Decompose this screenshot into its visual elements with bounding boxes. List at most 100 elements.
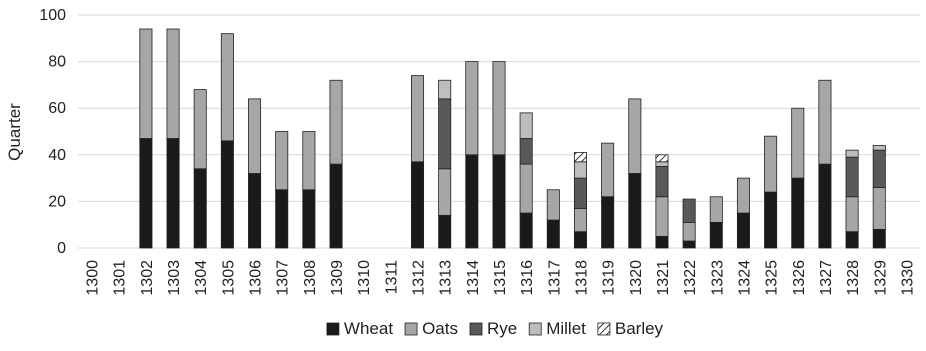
bar-wheat-1314: [465, 154, 479, 249]
legend-label-barley: Barley: [615, 319, 664, 338]
x-tick-label: 1307: [275, 260, 292, 296]
y-axis-ticks: 0 20 40 60 80 100: [39, 7, 66, 257]
bar-oats-1329: [872, 187, 886, 230]
bar-oats-1322: [682, 221, 696, 242]
bar-millet-1313: [438, 79, 452, 100]
bar-wheat-1328: [845, 231, 859, 249]
bar-oats-1320: [628, 98, 642, 174]
bar-wheat-1326: [791, 177, 805, 249]
x-tick-label: 1317: [546, 260, 563, 296]
bar-oats-1307: [275, 131, 289, 191]
x-tick-label: 1304: [193, 260, 210, 296]
bar-rye-1316: [519, 138, 533, 165]
legend-label-rye: Rye: [487, 319, 517, 338]
legend-swatch-oats: [404, 322, 418, 336]
x-tick-label: 1323: [709, 260, 726, 296]
bar-wheat-1316: [519, 212, 533, 249]
x-tick-label: 1326: [791, 260, 808, 296]
x-tick-label: 1316: [519, 260, 536, 296]
bar-wheat-1329: [872, 228, 886, 249]
bar-oats-1319: [601, 142, 615, 198]
bar-barley-1321: [655, 154, 669, 163]
bar-oats-1327: [818, 79, 832, 165]
x-tick-label: 1302: [139, 260, 156, 296]
bar-rye-1329: [872, 149, 886, 188]
x-tick-label: 1311: [383, 260, 400, 295]
bar-oats-1306: [248, 98, 262, 174]
y-tick-label: 40: [48, 147, 66, 164]
legend-swatch-millet: [528, 322, 542, 336]
bar-oats-1315: [492, 61, 506, 156]
bar-oats-1316: [519, 163, 533, 214]
bar-oats-1313: [438, 168, 452, 216]
legend-swatch-rye: [469, 322, 483, 336]
x-tick-label: 1318: [573, 260, 590, 296]
bar-rye-1318: [573, 177, 587, 209]
bar-wheat-1308: [302, 189, 316, 249]
bar-millet-1329: [872, 145, 886, 151]
y-tick-label: 0: [57, 240, 66, 257]
bar-barley-1318: [573, 152, 587, 163]
bar-oats-1323: [709, 196, 723, 223]
x-tick-label: 1330: [899, 260, 916, 296]
bar-oats-1317: [546, 189, 560, 221]
y-axis-title: Quarter: [5, 103, 24, 161]
bar-oats-1328: [845, 196, 859, 233]
y-tick-label: 100: [39, 7, 66, 24]
bar-wheat-1313: [438, 214, 452, 249]
bar-wheat-1322: [682, 240, 696, 249]
x-tick-label: 1329: [872, 260, 889, 296]
bar-wheat-1304: [193, 168, 207, 249]
bar-wheat-1306: [248, 173, 262, 249]
bar-rye-1313: [438, 98, 452, 170]
bar-millet-1316: [519, 112, 533, 139]
x-tick-label: 1314: [465, 260, 482, 296]
bar-oats-1304: [193, 89, 207, 170]
bars: [139, 28, 886, 249]
x-tick-label: 1328: [845, 260, 862, 296]
bar-wheat-1315: [492, 154, 506, 249]
bar-oats-1302: [139, 28, 153, 139]
bar-wheat-1321: [655, 235, 669, 249]
x-tick-label: 1308: [302, 260, 319, 296]
bar-wheat-1307: [275, 189, 289, 249]
bar-oats-1312: [410, 75, 425, 163]
bar-oats-1325: [764, 135, 778, 193]
bar-oats-1308: [302, 131, 316, 191]
bar-wheat-1323: [709, 221, 723, 249]
bar-wheat-1302: [139, 138, 153, 249]
bar-millet-1321: [655, 161, 669, 167]
bar-wheat-1318: [573, 231, 587, 249]
bar-wheat-1305: [220, 140, 234, 249]
x-tick-label: 1315: [492, 260, 509, 296]
x-tick-label: 1324: [736, 260, 753, 296]
x-tick-label: 1327: [818, 260, 835, 296]
bar-oats-1326: [791, 107, 805, 179]
bar-wheat-1319: [601, 196, 615, 249]
x-tick-label: 1312: [411, 260, 428, 296]
x-tick-label: 1309: [329, 260, 346, 296]
bar-millet-1318: [573, 161, 587, 179]
bar-oats-1324: [736, 177, 750, 214]
bar-wheat-1317: [546, 219, 560, 249]
legend-label-oats: Oats: [422, 319, 458, 338]
x-tick-label: 1310: [356, 260, 373, 296]
bar-wheat-1303: [166, 138, 180, 249]
x-axis-ticks: 1300 1301 1302 1303 1304 1305 1306 1307 1308 1309…: [85, 260, 917, 296]
bar-wheat-1325: [764, 191, 778, 249]
x-tick-label: 1301: [112, 260, 129, 296]
bar-wheat-1327: [818, 163, 832, 249]
y-tick-label: 20: [48, 193, 66, 210]
bar-rye-1321: [655, 166, 669, 198]
x-tick-label: 1319: [601, 260, 618, 296]
bar-millet-1328: [845, 149, 859, 158]
legend-swatch-wheat: [326, 322, 340, 336]
legend-label-millet: Millet: [546, 319, 586, 338]
x-tick-label: 1300: [85, 260, 102, 296]
x-tick-label: 1306: [248, 260, 265, 296]
legend-swatch-barley: [597, 322, 611, 336]
y-tick-label: 80: [48, 54, 66, 71]
bar-rye-1328: [845, 156, 859, 198]
